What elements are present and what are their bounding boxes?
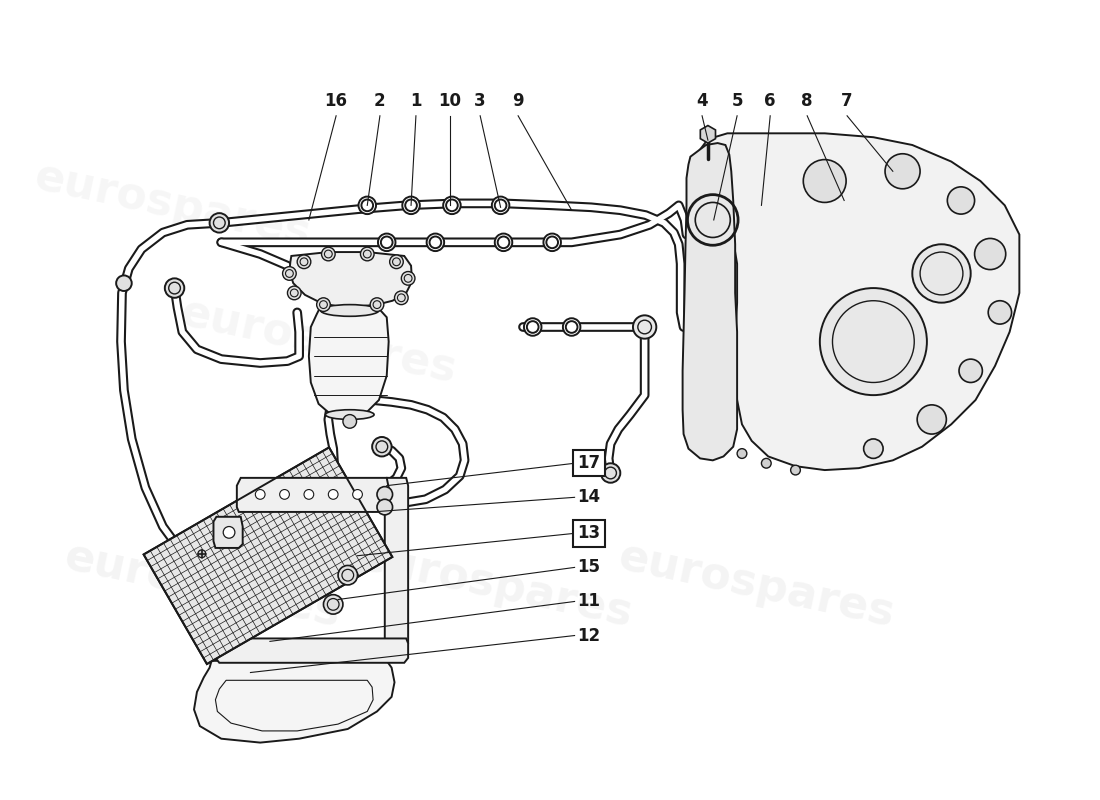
Ellipse shape (326, 410, 374, 419)
Polygon shape (691, 134, 1020, 470)
Circle shape (372, 437, 392, 457)
Circle shape (255, 490, 265, 499)
Polygon shape (216, 638, 408, 662)
Polygon shape (213, 517, 243, 548)
Text: 14: 14 (578, 488, 601, 506)
Text: 4: 4 (696, 92, 708, 110)
Text: 16: 16 (324, 92, 348, 110)
Circle shape (279, 490, 289, 499)
Circle shape (323, 594, 343, 614)
Circle shape (389, 255, 404, 269)
Text: eurospares: eurospares (31, 155, 315, 256)
Text: eurospares: eurospares (615, 534, 899, 635)
Circle shape (223, 526, 235, 538)
Circle shape (338, 566, 358, 585)
Circle shape (791, 466, 801, 475)
Circle shape (359, 197, 376, 214)
Circle shape (761, 458, 771, 468)
Circle shape (917, 405, 946, 434)
Text: eurospares: eurospares (176, 291, 461, 392)
Text: 9: 9 (513, 92, 524, 110)
Text: 1: 1 (410, 92, 421, 110)
Polygon shape (289, 252, 412, 306)
Text: eurospares: eurospares (352, 534, 636, 635)
Circle shape (443, 197, 461, 214)
Circle shape (524, 318, 541, 336)
Circle shape (353, 490, 362, 499)
Circle shape (959, 359, 982, 382)
Circle shape (912, 244, 970, 302)
Text: 6: 6 (764, 92, 776, 110)
Circle shape (317, 298, 330, 311)
Circle shape (886, 154, 920, 189)
Text: 13: 13 (578, 524, 601, 542)
Text: 7: 7 (842, 92, 852, 110)
Text: 17: 17 (578, 454, 601, 472)
Circle shape (803, 159, 846, 202)
Text: 2: 2 (374, 92, 386, 110)
Circle shape (543, 234, 561, 251)
Polygon shape (309, 306, 388, 419)
Circle shape (988, 301, 1012, 324)
Circle shape (495, 234, 513, 251)
Circle shape (975, 238, 1005, 270)
Circle shape (343, 414, 356, 428)
Circle shape (632, 315, 657, 338)
Circle shape (427, 234, 444, 251)
Circle shape (371, 298, 384, 311)
Circle shape (283, 266, 296, 280)
Text: 11: 11 (578, 593, 601, 610)
Text: 12: 12 (578, 626, 601, 645)
Circle shape (864, 439, 883, 458)
Text: 5: 5 (732, 92, 742, 110)
Circle shape (601, 463, 620, 482)
Text: 8: 8 (802, 92, 813, 110)
Polygon shape (385, 478, 408, 653)
Circle shape (117, 275, 132, 291)
Circle shape (328, 490, 338, 499)
Circle shape (321, 247, 336, 261)
Circle shape (492, 197, 509, 214)
Circle shape (820, 288, 927, 395)
Circle shape (198, 550, 206, 558)
Circle shape (378, 234, 396, 251)
Circle shape (403, 197, 420, 214)
Circle shape (395, 291, 408, 305)
Circle shape (377, 499, 393, 515)
Polygon shape (236, 478, 388, 512)
Text: 10: 10 (439, 92, 462, 110)
Circle shape (563, 318, 581, 336)
Text: 3: 3 (474, 92, 486, 110)
Circle shape (361, 247, 374, 261)
Ellipse shape (320, 305, 378, 316)
Circle shape (304, 490, 313, 499)
Circle shape (165, 278, 185, 298)
Circle shape (287, 286, 301, 300)
Text: eurospares: eurospares (59, 534, 344, 635)
Polygon shape (683, 143, 737, 460)
Circle shape (377, 486, 393, 502)
Circle shape (737, 449, 747, 458)
Circle shape (210, 213, 229, 233)
Text: 15: 15 (578, 558, 601, 577)
Circle shape (297, 255, 311, 269)
Circle shape (402, 271, 415, 285)
Polygon shape (701, 126, 715, 143)
Polygon shape (144, 447, 393, 664)
Circle shape (947, 187, 975, 214)
Polygon shape (194, 661, 395, 742)
